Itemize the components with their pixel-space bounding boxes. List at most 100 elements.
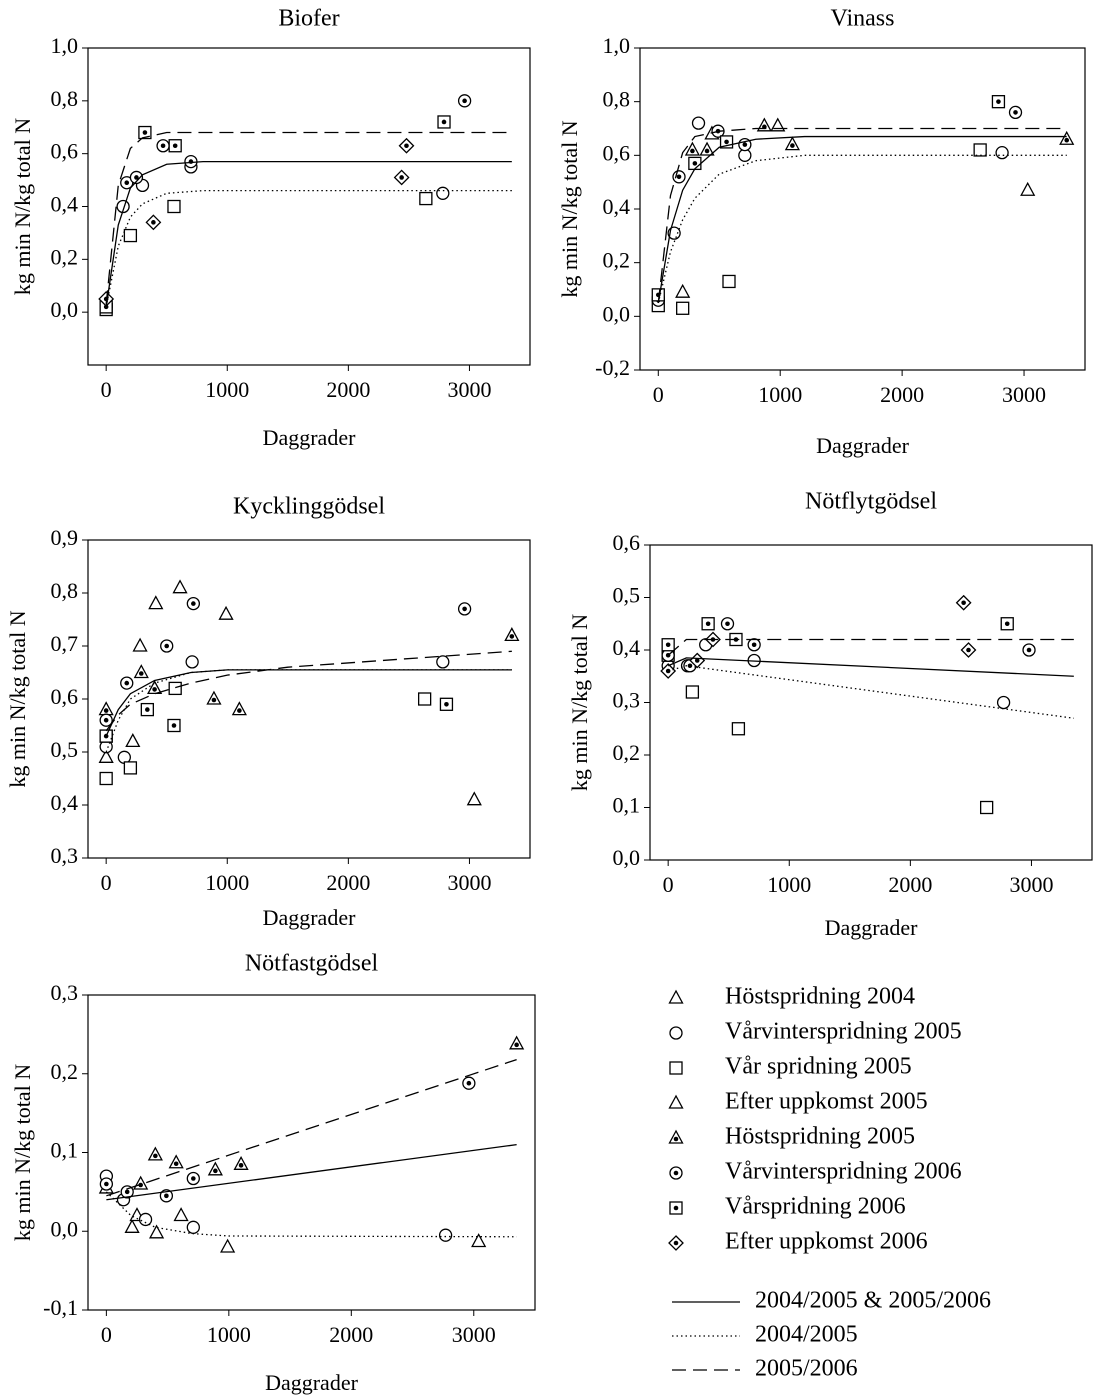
marker-shape bbox=[123, 228, 138, 243]
x-axis-label: Daggrader bbox=[263, 905, 357, 930]
fit-line bbox=[106, 1058, 517, 1197]
plot-frame bbox=[87, 539, 531, 859]
legend-label: Höstspridning 2005 bbox=[725, 1124, 915, 1150]
marker bbox=[457, 602, 472, 616]
marker bbox=[1059, 130, 1075, 145]
marker bbox=[661, 638, 675, 652]
marker-shape bbox=[466, 791, 482, 806]
legend-label: 2004/2005 & 2005/2006 bbox=[755, 1288, 991, 1314]
chart-title: Nötflytgödsel bbox=[805, 489, 937, 515]
y-tick-label: 0,1 bbox=[613, 793, 641, 818]
y-tick-label: 0,2 bbox=[603, 248, 631, 273]
marker-shape bbox=[436, 655, 450, 669]
x-axis-label: Daggrader bbox=[825, 915, 919, 940]
y-tick-label: 0,4 bbox=[51, 790, 79, 815]
legend-label: Vårvinterspridning 2006 bbox=[725, 1159, 962, 1185]
y-tick-label: 0,4 bbox=[613, 635, 641, 660]
y-tick-label: 0,6 bbox=[51, 684, 79, 709]
marker bbox=[669, 1201, 683, 1215]
marker-shape bbox=[668, 1094, 684, 1109]
legend-label: Vårvinterspridning 2005 bbox=[725, 1019, 962, 1045]
marker-shape bbox=[132, 637, 148, 652]
marker bbox=[186, 596, 201, 611]
marker bbox=[1020, 181, 1036, 196]
marker-shape bbox=[979, 800, 994, 815]
marker-shape bbox=[98, 748, 114, 763]
marker bbox=[129, 170, 144, 185]
marker-shape bbox=[685, 685, 700, 699]
marker-dot bbox=[399, 175, 404, 180]
x-tick-label: 3000 bbox=[1002, 382, 1046, 407]
x-tick-label: 3000 bbox=[1009, 872, 1053, 897]
marker-shape bbox=[138, 1212, 153, 1227]
marker-shape bbox=[167, 199, 181, 214]
x-axis-label: Daggrader bbox=[816, 433, 910, 458]
marker bbox=[98, 701, 114, 716]
marker bbox=[699, 141, 715, 156]
x-tick-label: 2000 bbox=[326, 870, 370, 895]
marker-dot bbox=[673, 1205, 679, 1211]
marker-shape bbox=[676, 301, 690, 315]
marker-dot bbox=[509, 634, 515, 639]
plot-frame bbox=[649, 544, 1093, 861]
marker bbox=[159, 1189, 174, 1203]
marker bbox=[436, 186, 450, 200]
marker-dot bbox=[138, 671, 144, 676]
y-tick-label: 0,4 bbox=[603, 194, 631, 219]
marker-shape bbox=[173, 1207, 189, 1222]
marker-shape bbox=[691, 116, 706, 130]
y-tick-label: -0,1 bbox=[43, 1295, 78, 1320]
marker-shape bbox=[172, 579, 188, 594]
marker bbox=[669, 1026, 683, 1040]
marker bbox=[168, 139, 182, 153]
y-axis-label: kg min N/kg total N bbox=[567, 614, 592, 791]
marker-dot bbox=[164, 643, 170, 649]
marker-shape bbox=[185, 655, 199, 669]
marker bbox=[955, 594, 972, 611]
y-tick-label: 0,0 bbox=[51, 1216, 79, 1241]
marker-dot bbox=[134, 175, 139, 180]
legend-label: Vår spridning 2005 bbox=[725, 1054, 912, 1080]
marker bbox=[668, 1129, 684, 1144]
marker-dot bbox=[1013, 110, 1018, 115]
marker-dot bbox=[673, 1136, 679, 1142]
y-tick-label: 0,0 bbox=[613, 845, 641, 870]
marker-shape bbox=[116, 199, 130, 214]
marker bbox=[233, 1155, 249, 1170]
marker-dot bbox=[742, 142, 748, 147]
y-tick-label: 1,0 bbox=[51, 33, 79, 58]
marker-dot bbox=[692, 161, 698, 166]
marker bbox=[996, 695, 1011, 710]
marker bbox=[688, 156, 702, 171]
marker bbox=[167, 199, 181, 214]
marker-shape bbox=[436, 186, 450, 200]
y-tick-label: -0,2 bbox=[595, 355, 630, 380]
marker-dot bbox=[160, 143, 166, 149]
x-tick-label: 3000 bbox=[447, 870, 491, 895]
y-tick-label: 0,0 bbox=[603, 301, 631, 326]
marker bbox=[770, 117, 786, 132]
marker bbox=[973, 143, 987, 157]
marker bbox=[1022, 643, 1036, 657]
marker-dot bbox=[462, 98, 467, 104]
x-tick-label: 0 bbox=[101, 870, 112, 895]
fit-line bbox=[667, 657, 1074, 677]
fit-line bbox=[105, 1191, 517, 1238]
marker bbox=[747, 638, 761, 652]
x-tick-label: 2000 bbox=[326, 377, 370, 402]
marker-shape bbox=[148, 595, 164, 610]
marker-dot bbox=[103, 717, 109, 723]
marker-dot bbox=[444, 702, 449, 707]
y-tick-label: 0,3 bbox=[51, 980, 79, 1005]
marker bbox=[462, 1076, 476, 1090]
marker bbox=[669, 1166, 683, 1180]
marker bbox=[504, 627, 520, 642]
marker bbox=[156, 139, 170, 153]
marker-dot bbox=[466, 1080, 472, 1086]
marker bbox=[701, 617, 715, 631]
fit-line bbox=[105, 650, 512, 732]
marker bbox=[438, 1228, 453, 1242]
marker bbox=[231, 701, 247, 716]
x-tick-label: 0 bbox=[101, 1322, 112, 1347]
y-tick-label: 0,4 bbox=[51, 192, 79, 217]
